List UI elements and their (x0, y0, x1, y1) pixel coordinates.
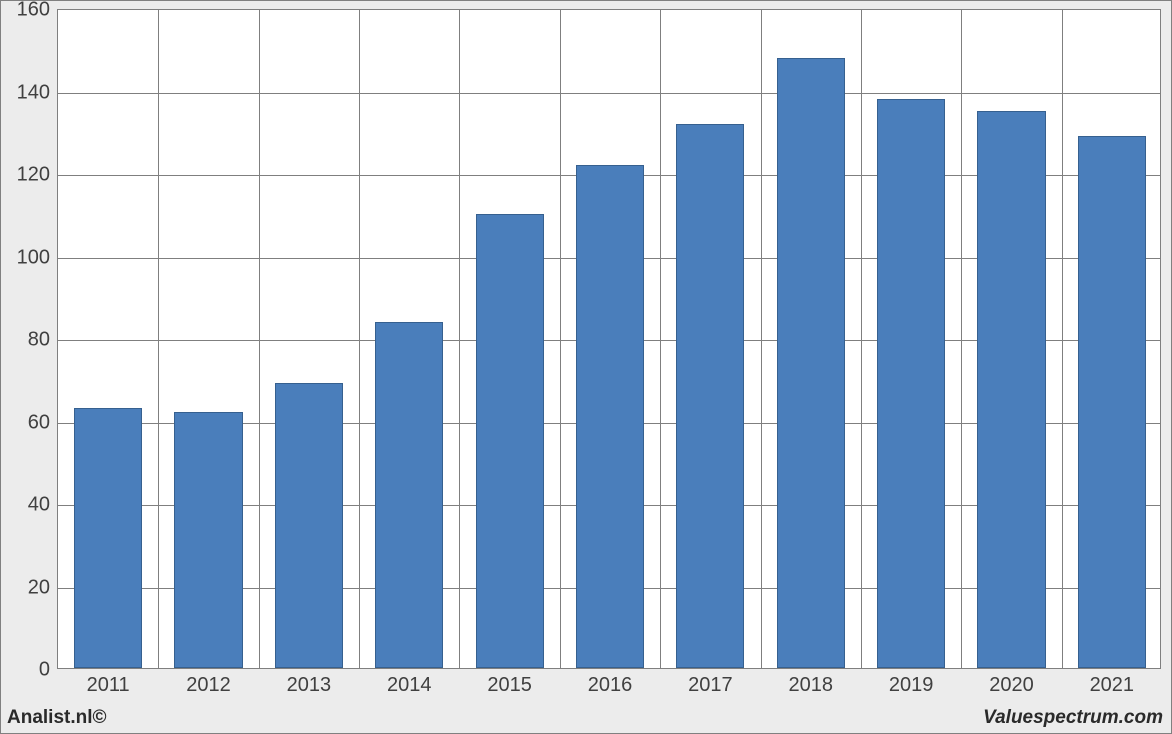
grid-line-vertical (1062, 10, 1063, 668)
x-axis-label: 2015 (487, 668, 532, 697)
bar (275, 383, 343, 668)
chart-plot-area: 0204060801001201401602011201220132014201… (57, 9, 1161, 669)
y-axis-label: 120 (17, 164, 58, 187)
grid-line-vertical (259, 10, 260, 668)
grid-line-vertical (660, 10, 661, 668)
bar (777, 58, 845, 669)
bar (676, 124, 744, 669)
y-axis-label: 60 (28, 411, 58, 434)
x-axis-label: 2014 (387, 668, 432, 697)
footer-right-credit: Valuespectrum.com (983, 707, 1163, 729)
bar (576, 165, 644, 668)
y-axis-label: 160 (17, 0, 58, 22)
y-axis-label: 100 (17, 246, 58, 269)
y-axis-label: 140 (17, 81, 58, 104)
x-axis-label: 2019 (889, 668, 934, 697)
bar (877, 99, 945, 668)
footer-left-credit: Analist.nl© (7, 707, 107, 729)
y-axis-label: 0 (39, 659, 58, 682)
x-axis-label: 2017 (688, 668, 733, 697)
grid-line-vertical (158, 10, 159, 668)
x-axis-label: 2011 (87, 668, 130, 697)
grid-line-vertical (761, 10, 762, 668)
bar (174, 412, 242, 668)
grid-line-vertical (359, 10, 360, 668)
x-axis-label: 2013 (287, 668, 332, 697)
x-axis-label: 2020 (989, 668, 1034, 697)
bar (1078, 136, 1146, 668)
grid-line-vertical (961, 10, 962, 668)
chart-outer-panel: 0 20 40 60 80 100 120 140 160 2011 2012 2013 2014 201… (0, 0, 1172, 734)
grid-line-vertical (861, 10, 862, 668)
bar (977, 111, 1045, 668)
grid-line-vertical (560, 10, 561, 668)
grid-line-horizontal (58, 93, 1160, 94)
x-axis-label: 2018 (788, 668, 833, 697)
bar (375, 322, 443, 669)
x-axis-label: 2012 (186, 668, 231, 697)
y-axis-label: 40 (28, 494, 58, 517)
bar (476, 214, 544, 668)
grid-line-vertical (459, 10, 460, 668)
x-axis-label: 2021 (1090, 668, 1135, 697)
bar (74, 408, 142, 668)
x-axis-label: 2016 (588, 668, 633, 697)
y-axis-label: 20 (28, 576, 58, 599)
y-axis-label: 80 (28, 329, 58, 352)
